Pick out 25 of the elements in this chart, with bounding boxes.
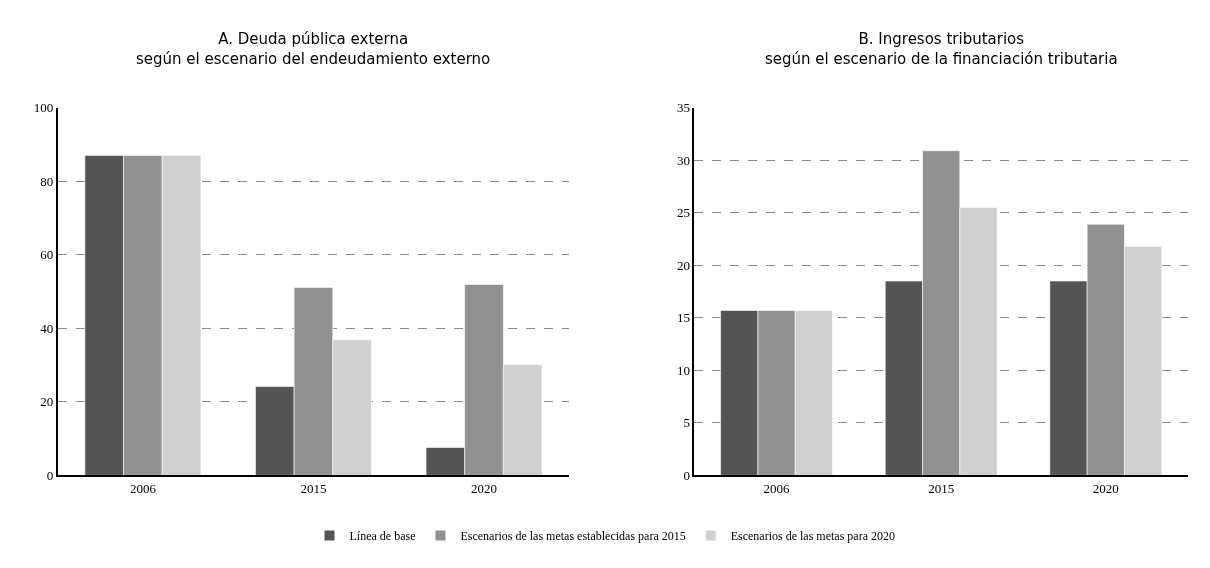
y-tick-label: 30 <box>676 152 690 168</box>
x-tick-label: 2020 <box>471 480 498 496</box>
y-tick-label: 20 <box>40 394 54 410</box>
y-tick-label: 15 <box>676 310 690 326</box>
y-tick-label: 0 <box>683 467 690 483</box>
y-tick-label: 25 <box>676 205 690 221</box>
y-tick-label: 80 <box>40 173 54 189</box>
x-tick-label: 2015 <box>300 480 327 496</box>
chart-title: A. Deuda pública externa según el escenario del endeudamiento externo <box>136 30 491 68</box>
chart-title: B. Ingresos tributarios según el escenario de la financiación tributaria <box>765 30 1118 68</box>
y-tick-label: 60 <box>40 247 54 263</box>
x-tick-label: 2006 <box>763 480 791 496</box>
y-tick-label: 40 <box>40 320 54 336</box>
y-tick-label: 35 <box>676 100 690 116</box>
x-tick-label: 2020 <box>1092 480 1119 496</box>
y-tick-label: 10 <box>676 362 690 378</box>
legend-label: Línea de base <box>349 529 416 544</box>
y-tick-label: 100 <box>33 100 54 116</box>
x-tick-label: 2015 <box>928 480 955 496</box>
y-tick-label: 20 <box>676 257 690 273</box>
legend-label: Escenarios de las metas para 2020 <box>730 529 895 544</box>
legend-label: Escenarios de las metas establecidas para 2015 <box>460 529 686 544</box>
y-tick-label: 0 <box>46 467 54 483</box>
x-tick-label: 2006 <box>129 480 157 496</box>
y-tick-label: 5 <box>683 415 690 431</box>
